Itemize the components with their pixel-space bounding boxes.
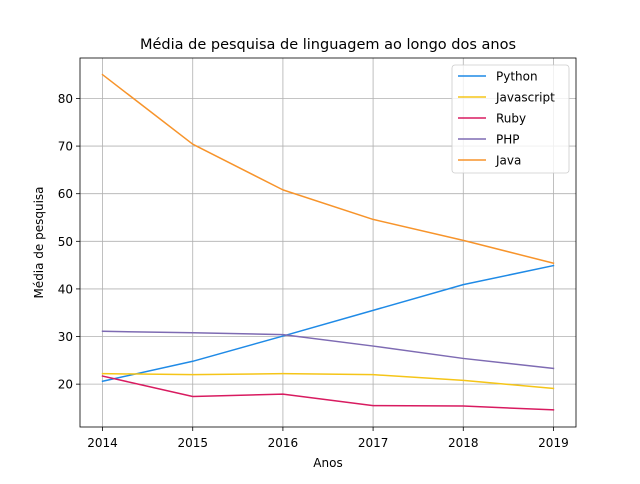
legend-label: PHP	[496, 133, 520, 147]
legend-item-ruby: Ruby	[458, 112, 526, 126]
legend: Python Javascript Ruby PHP Java	[451, 64, 570, 174]
x-tick-label: 2015	[177, 436, 208, 450]
y-tick-label: 40	[58, 282, 73, 296]
series-line-javascript	[101, 372, 555, 390]
x-axis-ticks: 2014 2015 2016 2017 2018 2019	[87, 427, 569, 450]
legend-item-javascript: Javascript	[458, 91, 555, 105]
y-tick-label: 70	[58, 140, 73, 154]
x-tick: 2017	[358, 427, 389, 450]
series-line-php	[101, 330, 555, 370]
legend-item-java: Java	[458, 154, 521, 168]
y-tick: 80	[58, 92, 80, 106]
legend-label: Python	[496, 70, 538, 84]
legend-item-php: PHP	[458, 133, 520, 147]
x-tick-label: 2017	[358, 436, 389, 450]
plot-frame	[79, 57, 577, 428]
y-axis-label: Média de pesquisa	[32, 186, 46, 298]
series-layer	[101, 73, 555, 411]
series-line-ruby	[101, 375, 555, 411]
y-tick-label: 60	[58, 187, 73, 201]
chart-title: Média de pesquisa de linguagem ao longo …	[140, 37, 516, 53]
legend-label: Ruby	[496, 112, 526, 126]
x-tick: 2015	[177, 427, 208, 450]
y-tick: 70	[58, 140, 80, 154]
x-tick: 2018	[448, 427, 479, 450]
x-tick: 2019	[538, 427, 569, 450]
y-tick: 20	[58, 378, 80, 392]
legend-item-python: Python	[458, 70, 538, 84]
legend-label: Javascript	[495, 91, 555, 105]
x-tick-label: 2018	[448, 436, 479, 450]
y-tick-label: 80	[58, 92, 73, 106]
legend-box	[451, 64, 570, 174]
y-tick: 50	[58, 235, 80, 249]
series-line-java	[101, 73, 555, 265]
legend-label: Java	[495, 154, 521, 168]
x-tick-label: 2019	[538, 436, 569, 450]
x-tick-label: 2014	[87, 436, 118, 450]
series-line-python	[101, 264, 555, 383]
x-tick-label: 2016	[268, 436, 299, 450]
y-tick: 60	[58, 187, 80, 201]
y-tick: 30	[58, 330, 80, 344]
x-tick: 2014	[87, 427, 118, 450]
y-tick-label: 30	[58, 330, 73, 344]
y-tick: 40	[58, 282, 80, 296]
x-axis-label: Anos	[313, 456, 342, 470]
x-tick: 2016	[268, 427, 299, 450]
y-tick-label: 50	[58, 235, 73, 249]
y-axis-ticks: 20 30 40 50 60 70 80	[58, 92, 80, 392]
y-tick-label: 20	[58, 378, 73, 392]
